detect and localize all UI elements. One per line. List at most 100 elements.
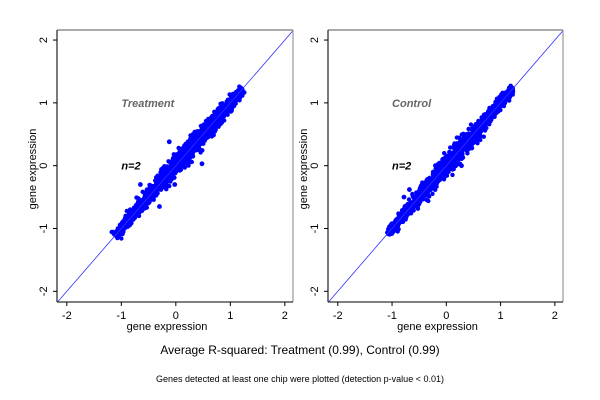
data-point xyxy=(386,231,391,237)
data-point xyxy=(205,128,211,134)
data-point xyxy=(438,173,444,178)
data-point xyxy=(175,151,180,157)
x-tick-label: 0 xyxy=(173,310,179,322)
data-point xyxy=(493,103,498,108)
data-point xyxy=(485,111,491,116)
x-tick-label: 2 xyxy=(282,310,288,322)
x-tick-label: 2 xyxy=(552,310,558,322)
data-point xyxy=(119,236,124,241)
data-point xyxy=(442,151,447,156)
data-point xyxy=(199,130,204,135)
data-point xyxy=(478,137,483,143)
data-point xyxy=(210,120,215,125)
data-point xyxy=(468,141,473,146)
data-point xyxy=(198,123,204,129)
data-point xyxy=(424,197,430,203)
data-point xyxy=(231,93,236,98)
y-tick-label: 1 xyxy=(309,100,321,106)
data-point xyxy=(453,159,458,165)
x-tick-label: 1 xyxy=(227,310,233,322)
data-point xyxy=(230,97,235,102)
y-tick-label: -1 xyxy=(309,224,321,234)
x-tick-label: -1 xyxy=(116,310,126,322)
data-point xyxy=(163,182,169,187)
data-point xyxy=(190,142,196,147)
data-point xyxy=(131,212,137,218)
outlier-point xyxy=(166,139,172,145)
footnote: Genes detected at least one chip were pl… xyxy=(156,374,444,384)
treatment-panel: -2 -1 0 1 2 -2 -1 0 1 2 gene expression gene expres… xyxy=(27,29,294,333)
outlier-point xyxy=(407,187,412,192)
data-point xyxy=(406,202,411,207)
data-point xyxy=(414,190,419,195)
data-point xyxy=(154,177,159,182)
data-point xyxy=(478,120,483,125)
data-point xyxy=(415,204,420,210)
data-point xyxy=(498,104,503,110)
data-point xyxy=(155,183,160,188)
data-point xyxy=(220,105,225,110)
data-point xyxy=(414,194,419,200)
outlier-point xyxy=(433,163,438,169)
data-point xyxy=(419,183,424,188)
data-point xyxy=(423,184,428,190)
data-point xyxy=(140,197,145,203)
data-point xyxy=(148,183,153,188)
data-point xyxy=(461,147,466,153)
data-point xyxy=(222,118,227,123)
data-point xyxy=(133,208,138,213)
data-point xyxy=(444,169,449,175)
reference-line xyxy=(328,30,563,302)
y-axis-title: gene expression xyxy=(298,129,310,210)
data-point xyxy=(401,217,406,222)
outlier-point xyxy=(172,182,178,187)
reference-line xyxy=(57,30,293,302)
data-point xyxy=(452,149,457,155)
data-point xyxy=(218,121,223,127)
data-point xyxy=(510,92,515,97)
data-point xyxy=(210,114,215,119)
data-point xyxy=(473,134,479,140)
data-point xyxy=(440,156,446,162)
data-point xyxy=(222,112,227,118)
data-point xyxy=(487,122,492,127)
data-point xyxy=(179,152,185,157)
data-point xyxy=(215,106,220,112)
data-point xyxy=(139,208,145,213)
data-point xyxy=(149,195,155,201)
data-point xyxy=(192,134,197,139)
data-point xyxy=(170,160,175,165)
data-point xyxy=(474,139,479,145)
data-point xyxy=(430,186,436,191)
data-point xyxy=(117,222,123,228)
data-point xyxy=(481,112,487,118)
data-point xyxy=(483,122,488,127)
data-point xyxy=(193,146,199,152)
data-point xyxy=(450,172,455,178)
x-axis-title: gene expression xyxy=(397,321,478,333)
data-point xyxy=(162,164,167,169)
data-point xyxy=(416,198,421,204)
data-point xyxy=(456,135,462,140)
outlier-point xyxy=(137,182,143,187)
data-point xyxy=(478,133,483,139)
data-point xyxy=(406,197,412,202)
point-cloud xyxy=(109,84,247,241)
data-point xyxy=(224,100,230,106)
data-point xyxy=(503,97,508,103)
y-tick-label: 2 xyxy=(38,37,50,43)
sample-count-label: n=2 xyxy=(392,161,411,173)
data-point xyxy=(399,208,405,213)
sample-count-label: n=2 xyxy=(121,161,140,173)
data-point xyxy=(142,191,148,197)
data-point xyxy=(134,195,139,200)
data-point xyxy=(463,133,468,138)
data-point xyxy=(411,200,417,205)
data-point xyxy=(501,102,506,108)
r-squared-summary: Average R-squared: Treatment (0.99), Con… xyxy=(160,343,440,357)
data-point xyxy=(122,217,127,223)
data-point xyxy=(478,126,483,131)
y-tick-label: 0 xyxy=(38,163,50,169)
data-point xyxy=(460,140,465,145)
